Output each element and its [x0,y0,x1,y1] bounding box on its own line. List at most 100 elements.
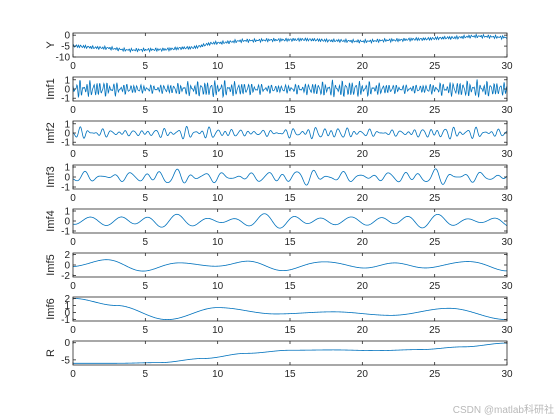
x-tick-label: 5 [143,149,149,160]
series-line-imf1 [72,79,508,99]
y-tick-label: 1 [64,119,70,130]
x-tick-label: 30 [501,193,513,204]
subplot-y: 0 5 10 15 20 25 30 0-5-10 Y [45,31,513,72]
y-tick-label: 2 [64,294,70,305]
x-tick-label: 30 [501,61,513,72]
y-tick-label: 1 [64,207,70,218]
x-tick-label: 10 [212,369,224,380]
y-tick-label: 1 [64,163,70,174]
axes-box [72,76,508,102]
x-tick-label: 10 [212,325,224,336]
y-tick-label: 0 [64,308,70,319]
x-tick-label: 0 [70,325,76,336]
y-tick-label: -1 [61,183,70,194]
x-tick-label: 10 [212,193,224,204]
x-tick-label: 30 [501,325,513,336]
y-tick-label: -1 [61,227,70,238]
x-tick-label: 0 [70,149,76,160]
x-tick-label: 20 [357,369,369,380]
x-tick-label: 20 [357,149,369,160]
axes-box [72,340,508,366]
x-tick-label: 20 [357,237,369,248]
axes-box [72,296,508,322]
x-tick-label: 15 [284,61,296,72]
x-tick-label: 30 [501,369,513,380]
y-tick-label: 2 [64,250,70,261]
series-line-imf6 [73,298,507,320]
x-tick-label: 25 [429,325,441,336]
y-axis-label: Imf5 [45,254,57,275]
x-tick-label: 30 [501,149,513,160]
x-tick-label: 10 [212,281,224,292]
x-tick-label: 15 [284,105,296,116]
x-tick-label: 10 [212,105,224,116]
y-axis-label: Imf6 [45,298,57,319]
series-line-r [73,342,507,364]
x-tick-label: 15 [284,281,296,292]
y-axis-label: Imf3 [45,166,57,187]
axes-box [72,252,508,278]
y-axis-label: Imf4 [45,210,57,231]
x-tick-label: 5 [143,325,149,336]
y-tick-label: -5 [61,355,70,366]
series-line-imf5 [72,259,508,272]
y-tick-label: -1 [61,138,70,149]
x-tick-label: 20 [357,193,369,204]
x-tick-label: 10 [212,237,224,248]
x-tick-label: 15 [284,325,296,336]
x-tick-label: 20 [357,281,369,292]
x-tick-label: 30 [501,237,513,248]
y-axis-label: Imf2 [45,122,57,143]
x-tick-label: 5 [143,281,149,292]
x-tick-label: 25 [429,369,441,380]
x-tick-label: 5 [143,193,149,204]
watermark: CSDN @matlab科研社 [452,405,554,416]
x-tick-label: 30 [501,281,513,292]
x-tick-label: 0 [70,61,76,72]
y-tick-label: -5 [61,42,70,53]
x-tick-label: 0 [70,281,76,292]
series-line-imf4 [72,213,508,229]
y-tick-label: 0 [64,85,70,96]
y-tick-label: 0 [64,173,70,184]
x-tick-label: 10 [212,61,224,72]
y-tick-label: 0 [64,338,70,349]
y-tick-label: 1 [64,75,70,86]
y-tick-label: 0 [64,217,70,228]
y-tick-label: -1 [61,94,70,105]
y-tick-label: -1 [61,315,70,326]
series-line-imf3 [72,168,508,186]
x-tick-label: 15 [284,149,296,160]
series-line-imf2 [72,125,508,140]
x-tick-label: 20 [357,325,369,336]
x-tick-label: 15 [284,193,296,204]
x-tick-label: 25 [429,281,441,292]
x-tick-label: 0 [70,105,76,116]
x-tick-label: 30 [501,105,513,116]
x-tick-label: 0 [70,237,76,248]
axes-box [72,208,508,234]
axes-box [72,164,508,190]
y-axis-label: R [45,349,57,357]
y-tick-label: 1 [64,301,70,312]
x-tick-label: 25 [429,237,441,248]
subplot-r: 0 5 10 15 20 25 300-5R [45,338,513,380]
series-line-y [72,33,508,53]
x-tick-label: 25 [429,61,441,72]
y-tick-label: 0 [64,31,70,42]
y-tick-label: 0 [64,129,70,140]
y-tick-label: -10 [56,53,71,64]
x-tick-label: 5 [143,237,149,248]
x-tick-label: 20 [357,105,369,116]
x-tick-label: 10 [212,149,224,160]
x-tick-label: 15 [284,237,296,248]
axes-box [72,32,508,58]
x-tick-label: 15 [284,369,296,380]
y-axis-label: Imf1 [45,78,57,99]
